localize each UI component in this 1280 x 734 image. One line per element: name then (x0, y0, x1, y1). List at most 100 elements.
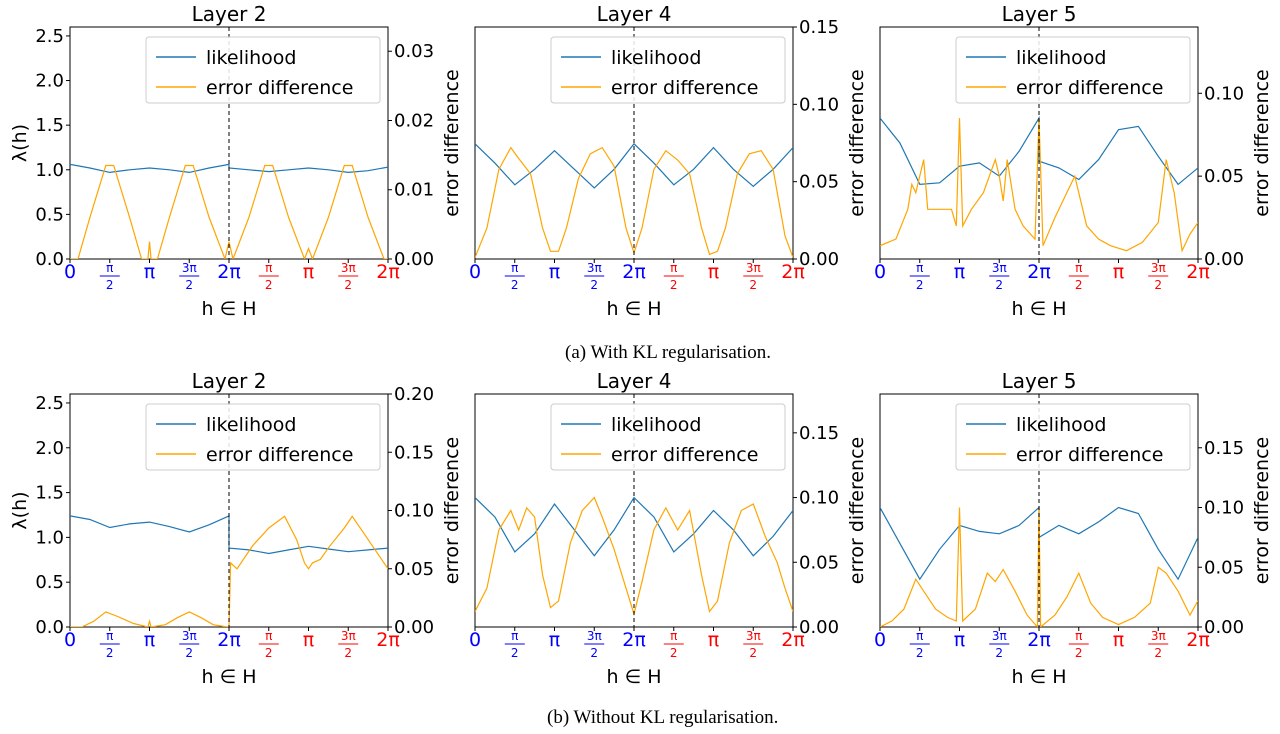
y2-tick-label: 0.15 (799, 17, 839, 38)
x-tick-label-denominator: 2 (265, 278, 273, 292)
x-tick-label-text: 2π (1186, 261, 1210, 283)
error-difference-series-line (880, 118, 1198, 253)
legend-label: likelihood (206, 414, 296, 436)
legend: likelihood error difference (550, 403, 786, 471)
error-difference-series-line (880, 507, 1198, 627)
x-tick-label: π (1113, 629, 1124, 651)
legend-label: error difference (206, 444, 353, 466)
x-tick-label-text: 2π (1027, 261, 1051, 283)
x-axis-label: h ∈ H (607, 666, 662, 688)
y2-tick-label: 0.02 (394, 110, 434, 131)
y2-tick-label: 0.10 (1204, 498, 1244, 519)
chart-title: Layer 4 (597, 369, 672, 393)
x-tick-label: π (144, 629, 155, 651)
x-tick-label: π (303, 261, 314, 283)
likelihood-series-line (70, 514, 388, 555)
x-axis-label: h ∈ H (1012, 298, 1067, 320)
x-tick-label: π2 (663, 629, 684, 660)
x-tick-label: π2 (258, 261, 279, 292)
y2-tick-label: 0.01 (394, 180, 434, 201)
x-tick-label-denominator: 2 (749, 278, 757, 292)
x-tick-label-text: 2π (1027, 629, 1051, 651)
x-tick-label-numerator: 3π (1151, 629, 1166, 643)
x-tick-label-numerator: π (265, 629, 272, 643)
x-tick-label-text: 2π (217, 261, 241, 283)
x-tick-label: π (144, 261, 155, 283)
legend-label: error difference (611, 77, 758, 99)
error-difference-series-line (475, 496, 793, 617)
x-tick-label-text: 0 (469, 261, 481, 283)
x-tick-label-denominator: 2 (344, 646, 352, 660)
x-tick-label-numerator: 3π (746, 629, 761, 643)
x-tick-label: 2π (1186, 261, 1210, 283)
y2-tick-label: 0.00 (1204, 617, 1244, 638)
x-tick-label-text: π (954, 261, 965, 283)
x-tick-label: 2π (376, 629, 400, 651)
x-tick-label-denominator: 2 (344, 278, 352, 292)
x-tick-label-numerator: π (511, 261, 518, 275)
x-tick-label-denominator: 2 (590, 646, 598, 660)
x-tick-label: π (954, 261, 965, 283)
y-tick-label: 2.0 (35, 71, 64, 92)
x-tick-label-denominator: 2 (916, 278, 924, 292)
y2-tick-label: 0.10 (1204, 83, 1244, 104)
x-tick-label: 3π2 (584, 629, 605, 660)
x-tick-label-numerator: π (265, 261, 272, 275)
x-tick-label-text: 2π (376, 261, 400, 283)
x-tick-label-numerator: 3π (992, 261, 1007, 275)
y2-axis-label: error difference (846, 69, 868, 216)
legend-box (955, 36, 1191, 104)
x-tick-label-text: π (1113, 629, 1124, 651)
y-axis-label: λ(h) (9, 124, 31, 162)
chart-title: Layer 5 (1002, 369, 1077, 393)
x-tick-label-denominator: 2 (106, 278, 114, 292)
y-tick-label: 1.5 (35, 115, 64, 136)
x-tick-label-numerator: π (916, 629, 923, 643)
y2-axis-label: error difference (1251, 69, 1273, 216)
y2-tick-label: 0.15 (394, 442, 434, 463)
x-tick-label-denominator: 2 (1075, 646, 1083, 660)
x-tick-label-denominator: 2 (1154, 646, 1162, 660)
y-tick-label: 2.5 (35, 393, 64, 414)
x-tick-label-numerator: π (670, 261, 677, 275)
x-tick-label: π (549, 629, 560, 651)
x-tick-label-numerator: π (670, 629, 677, 643)
x-tick-label-text: 2π (376, 629, 400, 651)
x-tick-label: π (303, 629, 314, 651)
x-tick-label: 3π2 (989, 261, 1010, 292)
y-tick-label: 0.0 (35, 617, 64, 638)
x-tick-label: π2 (663, 261, 684, 292)
x-tick-label-text: 0 (874, 261, 886, 283)
y2-tick-label: 0.00 (1204, 249, 1244, 270)
x-tick-label: 3π2 (743, 629, 764, 660)
y2-tick-label: 0.00 (394, 249, 434, 270)
caption-b: (b) Without KL regularisation. (547, 707, 778, 728)
x-tick-label-numerator: 3π (587, 261, 602, 275)
x-tick-label: 0 (64, 261, 76, 283)
legend-label: error difference (611, 444, 758, 466)
y-tick-label: 1.5 (35, 483, 64, 504)
x-tick-label-text: 2π (622, 261, 646, 283)
x-tick-label-text: π (144, 261, 155, 283)
x-tick-label-numerator: π (511, 629, 518, 643)
x-tick-label-numerator: π (1075, 629, 1082, 643)
x-tick-label-numerator: π (106, 629, 113, 643)
x-tick-label: π2 (504, 629, 525, 660)
x-tick-label: 3π2 (743, 261, 764, 292)
x-tick-label: 3π2 (338, 261, 359, 292)
legend-box (550, 403, 786, 471)
x-tick-label-denominator: 2 (995, 646, 1003, 660)
x-tick-label-text: 2π (781, 629, 805, 651)
x-tick-label-numerator: 3π (341, 629, 356, 643)
x-axis-label: h ∈ H (202, 298, 257, 320)
x-tick-label-denominator: 2 (749, 646, 757, 660)
x-tick-label: π (549, 261, 560, 283)
y2-tick-label: 0.10 (394, 501, 434, 522)
x-tick-label-text: π (708, 261, 719, 283)
x-tick-label: 2π (781, 261, 805, 283)
x-tick-label-denominator: 2 (511, 278, 519, 292)
x-tick-label: π2 (1068, 629, 1089, 660)
